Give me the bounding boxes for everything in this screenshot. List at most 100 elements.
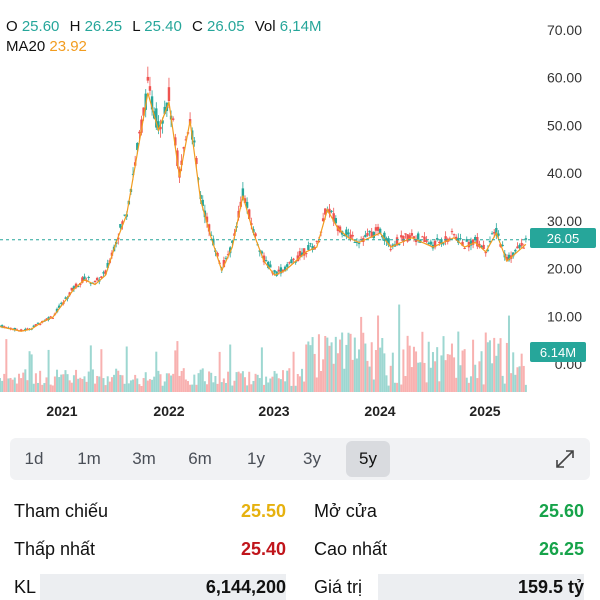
volume-bar <box>322 359 325 392</box>
candle-body <box>38 323 42 325</box>
candle-body <box>201 199 204 206</box>
candle-body <box>507 254 511 261</box>
volume-bar <box>389 365 392 392</box>
volume-bar <box>83 376 86 392</box>
volume-bar <box>351 359 354 392</box>
volume-bar <box>377 315 380 392</box>
volume-bar <box>301 368 304 392</box>
volume-bar <box>307 341 310 392</box>
candle-body <box>36 322 40 324</box>
volume-bar <box>129 380 132 392</box>
tf-1m[interactable]: 1m <box>77 449 101 468</box>
volume-bar <box>231 385 234 392</box>
candle-body <box>106 262 109 268</box>
volume-bar <box>127 383 130 392</box>
tf-1y[interactable]: 1y <box>247 449 265 468</box>
volume-bar <box>94 383 97 392</box>
candle-body <box>442 243 445 245</box>
volume-bar <box>56 369 59 392</box>
expand-icon[interactable] <box>554 448 576 470</box>
candle-body <box>444 236 447 242</box>
volume-bar <box>161 385 164 392</box>
volume-bar <box>172 373 175 392</box>
volume-bar <box>216 383 219 392</box>
candle-body <box>89 282 93 284</box>
tf-6m[interactable]: 6m <box>188 449 212 468</box>
candle-body <box>55 308 59 313</box>
y-tick-label: 70.00 <box>547 22 582 38</box>
candle-body <box>292 258 295 260</box>
volume-bar <box>290 385 293 392</box>
volume-bar <box>119 374 122 392</box>
volume-bar <box>277 378 280 392</box>
tf-5y[interactable]: 5y <box>346 441 390 477</box>
volume-bar <box>400 384 403 392</box>
volume-bar <box>151 379 154 392</box>
candle-body <box>334 218 338 224</box>
candle-body <box>433 240 437 248</box>
candle-body <box>309 243 312 245</box>
volume-bar <box>446 354 449 392</box>
candle-body <box>72 286 76 290</box>
y-tick-label: 20.00 <box>547 261 582 277</box>
candle-body <box>104 270 107 275</box>
volume-bar <box>303 381 306 392</box>
candle-body <box>138 131 141 134</box>
candle-body <box>279 267 283 274</box>
candle-body <box>324 208 327 215</box>
volume-bar <box>324 335 327 392</box>
price-chart[interactable]: 70.0060.0050.0040.0030.0020.0010.000.00 … <box>0 0 600 430</box>
stat-high: Cao nhất 26.25 <box>314 536 584 562</box>
volume-bar <box>60 374 63 392</box>
candle-body <box>338 226 342 233</box>
tf-1d[interactable]: 1d <box>24 449 44 468</box>
vol-value: 6,14M <box>279 18 322 35</box>
volume-bar <box>410 367 413 392</box>
volume-bar <box>469 376 472 392</box>
candle-body <box>448 238 452 240</box>
volume-bar <box>317 334 320 392</box>
volume-bar <box>326 337 329 392</box>
volume-bar <box>341 332 344 392</box>
volume-bar <box>524 384 527 392</box>
candle-body <box>167 87 171 101</box>
volume-bar <box>427 341 430 392</box>
candle-body <box>328 208 331 214</box>
candle-body <box>469 240 473 246</box>
candle-body <box>24 328 27 331</box>
tf-3y[interactable]: 3y <box>303 449 321 468</box>
candle-body <box>264 260 268 262</box>
candle-body <box>57 305 61 308</box>
candle-body <box>383 232 386 242</box>
volume-bar <box>89 345 92 392</box>
stat-val-value: 159.5 tỷ <box>517 577 584 597</box>
volume-bar <box>431 352 434 392</box>
volume-bar <box>332 363 335 392</box>
candle-body <box>397 244 401 246</box>
volume-bar <box>434 361 437 392</box>
volume-bar <box>123 383 126 392</box>
candle-body <box>514 249 517 252</box>
volume-bar <box>117 370 120 392</box>
candle-body <box>13 327 16 331</box>
volume-bar <box>379 347 382 392</box>
candle-body <box>87 277 90 279</box>
volume-bar <box>391 352 394 392</box>
volume-bar <box>91 369 94 392</box>
candle-body <box>404 233 407 235</box>
volume-bar <box>248 371 251 392</box>
volume-bar <box>176 341 179 392</box>
candle-body <box>438 241 441 243</box>
candle-body <box>347 232 350 235</box>
volume-bar <box>140 385 143 392</box>
candle-body <box>76 286 80 288</box>
volume-bar <box>421 331 424 392</box>
volume-bar <box>72 375 75 392</box>
candle-body <box>212 238 215 246</box>
candle-body <box>425 240 428 242</box>
volume-bar <box>1 380 4 392</box>
volume-bar <box>121 375 124 392</box>
volume-bar <box>155 351 158 392</box>
tf-3m[interactable]: 3m <box>132 449 156 468</box>
